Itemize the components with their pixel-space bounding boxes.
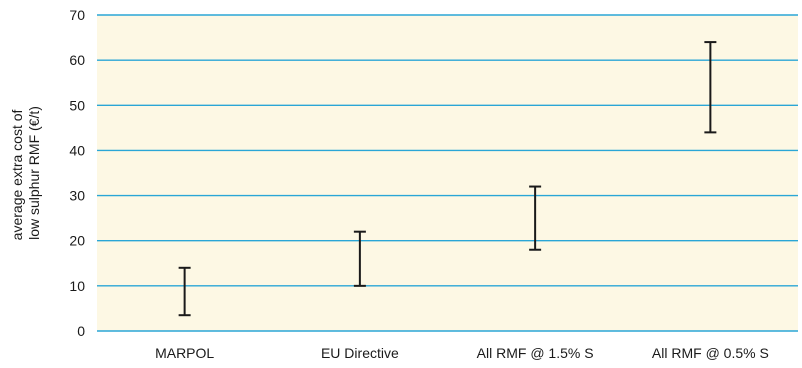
x-tick-label: All RMF @ 0.5% S [652, 345, 769, 361]
range-bars [178, 41, 717, 317]
x-tick-label: All RMF @ 1.5% S [477, 345, 594, 361]
range-bar [704, 41, 717, 134]
y-axis-title-line-1: average extra cost of [9, 109, 25, 240]
x-tick-label: EU Directive [321, 345, 399, 361]
y-tick-label: 10 [69, 278, 85, 294]
plot-area [97, 15, 798, 331]
gridlines [97, 14, 798, 332]
y-axis-title-line-2: low sulphur RMF (€/t) [26, 106, 42, 240]
range-bar [529, 185, 542, 251]
y-tick-label: 40 [69, 142, 85, 158]
y-tick-label: 0 [77, 323, 85, 339]
y-tick-label: 30 [69, 188, 85, 204]
x-tick-label: MARPOL [155, 345, 214, 361]
y-tick-label: 70 [69, 7, 85, 23]
y-tick-label: 20 [69, 233, 85, 249]
x-axis-tick-labels: MARPOL EU Directive All RMF @ 1.5% S All RM… [155, 345, 769, 361]
range-bar [353, 230, 366, 287]
y-tick-label: 50 [69, 97, 85, 113]
range-bar [178, 266, 191, 317]
y-axis-tick-labels: 0 10 20 30 40 50 60 70 [69, 7, 85, 339]
y-axis-title: average extra cost of low sulphur RMF (€… [9, 106, 42, 241]
y-tick-label: 60 [69, 52, 85, 68]
